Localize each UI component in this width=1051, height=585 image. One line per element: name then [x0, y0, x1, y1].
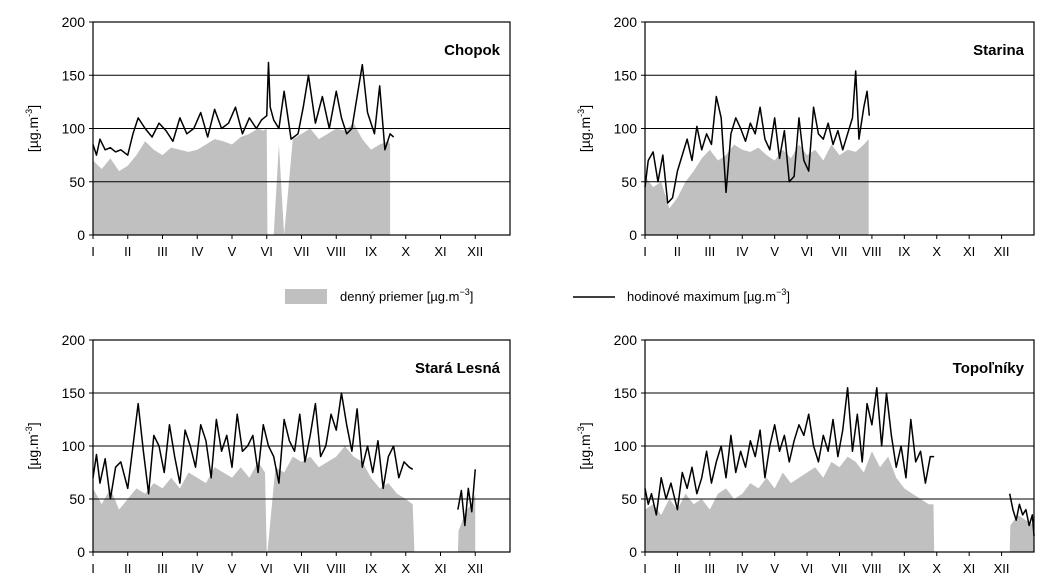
series-line-hourly-max: [644, 386, 935, 516]
y-tick-label: 100: [614, 438, 638, 454]
chart-title: Stará Lesná: [415, 360, 501, 377]
y-tick-label: 0: [629, 544, 637, 560]
y-tick-label: 150: [614, 67, 638, 83]
series-line-hourly-max: [644, 70, 871, 204]
x-tick-label: I: [91, 561, 95, 576]
chart-title: Starina: [973, 42, 1025, 59]
x-tick-label: X: [932, 244, 941, 259]
y-tick-label: 0: [77, 227, 85, 243]
legend-label-line: hodinové maximum [µg.m−3]: [627, 287, 790, 304]
y-tick-label: 50: [69, 491, 85, 507]
series-line-hourly-max: [1008, 493, 1035, 537]
x-tick-label: VII: [832, 244, 848, 259]
x-tick-label: IV: [191, 561, 204, 576]
x-tick-label: VI: [801, 561, 813, 576]
x-tick-label: III: [704, 244, 715, 259]
chart-title: Chopok: [444, 42, 500, 59]
x-tick-label: II: [674, 244, 681, 259]
y-tick-label: 100: [614, 121, 638, 137]
y-tick-label: 200: [62, 14, 86, 30]
y-axis-label: [µg.m-3]: [576, 422, 593, 469]
series-line-hourly-max: [92, 61, 395, 156]
x-tick-label: XI: [434, 244, 446, 259]
x-tick-label: X: [401, 561, 410, 576]
x-tick-label: VII: [832, 561, 848, 576]
y-tick-label: 150: [62, 385, 86, 401]
x-tick-label: IV: [191, 244, 204, 259]
x-tick-label: VII: [294, 561, 310, 576]
legend-swatch-area: [285, 289, 327, 304]
x-tick-label: VI: [261, 561, 273, 576]
y-tick-label: 50: [621, 174, 637, 190]
series-area-daily-mean: [645, 451, 1034, 552]
y-tick-label: 0: [629, 227, 637, 243]
x-tick-label: VI: [261, 244, 273, 259]
x-tick-label: III: [157, 561, 168, 576]
x-tick-label: VII: [294, 244, 310, 259]
x-tick-label: IX: [898, 244, 911, 259]
x-tick-label: VIII: [326, 244, 346, 259]
y-axis-label: [µg.m-3]: [24, 105, 41, 152]
y-tick-label: 150: [614, 385, 638, 401]
x-tick-label: VIII: [326, 561, 346, 576]
y-tick-label: 100: [62, 438, 86, 454]
y-tick-label: 100: [62, 121, 86, 137]
x-tick-label: XII: [467, 561, 483, 576]
series-line-hourly-max: [457, 469, 476, 527]
y-axis-label: [µg.m-3]: [24, 422, 41, 469]
y-tick-label: 50: [621, 491, 637, 507]
chart-title: Topoľníky: [953, 360, 1025, 377]
x-tick-label: XII: [467, 244, 483, 259]
x-tick-label: IV: [736, 244, 749, 259]
y-tick-label: 0: [77, 544, 85, 560]
x-tick-label: XI: [963, 244, 975, 259]
x-tick-label: V: [770, 244, 779, 259]
series-area-daily-mean: [645, 139, 869, 235]
x-tick-label: II: [124, 244, 131, 259]
x-tick-label: XII: [994, 561, 1010, 576]
x-tick-label: XI: [434, 561, 446, 576]
x-tick-label: VIII: [862, 244, 882, 259]
x-tick-label: IX: [365, 561, 378, 576]
series-area-daily-mean: [93, 123, 391, 235]
x-tick-label: XII: [994, 244, 1010, 259]
x-tick-label: V: [228, 244, 237, 259]
x-tick-label: IX: [898, 561, 911, 576]
y-tick-label: 200: [62, 332, 86, 348]
x-tick-label: X: [932, 561, 941, 576]
x-tick-label: I: [643, 561, 647, 576]
x-tick-label: X: [401, 244, 410, 259]
legend: denný priemer [µg.m−3] hodinové maximum …: [285, 287, 790, 304]
legend-label-area: denný priemer [µg.m−3]: [340, 287, 473, 304]
x-tick-label: III: [157, 244, 168, 259]
x-tick-label: XI: [963, 561, 975, 576]
y-tick-label: 50: [69, 174, 85, 190]
x-tick-label: V: [228, 561, 237, 576]
x-tick-label: V: [770, 561, 779, 576]
x-tick-label: IX: [365, 244, 378, 259]
x-tick-label: I: [643, 244, 647, 259]
x-tick-label: VIII: [862, 561, 882, 576]
series-line-hourly-max: [92, 392, 414, 500]
x-tick-label: VI: [801, 244, 813, 259]
y-tick-label: 200: [614, 14, 638, 30]
y-axis-label: [µg.m-3]: [576, 105, 593, 152]
x-tick-label: II: [124, 561, 131, 576]
x-tick-label: III: [704, 561, 715, 576]
x-tick-label: I: [91, 244, 95, 259]
x-tick-label: II: [674, 561, 681, 576]
y-tick-label: 150: [62, 67, 86, 83]
x-tick-label: IV: [736, 561, 749, 576]
y-tick-label: 200: [614, 332, 638, 348]
